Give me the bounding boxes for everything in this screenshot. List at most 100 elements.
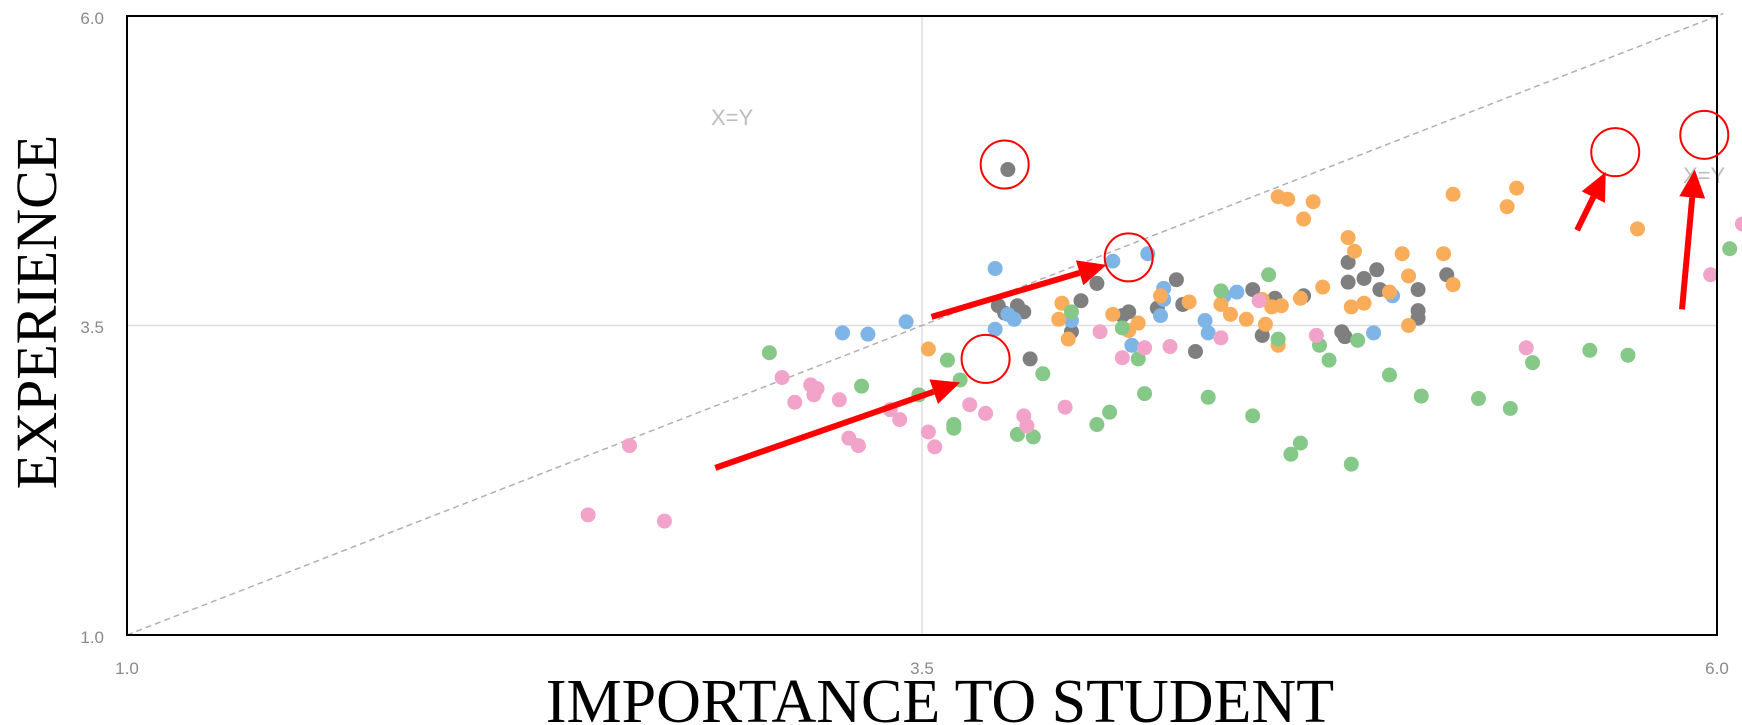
red-arrow — [714, 379, 961, 471]
data-point — [1213, 283, 1229, 299]
data-point — [1445, 277, 1461, 293]
data-point — [1525, 355, 1541, 371]
x-tick-label: 1.0 — [115, 659, 139, 678]
data-point — [1181, 294, 1197, 310]
data-point — [1105, 306, 1121, 322]
plot-area-border — [126, 15, 1718, 636]
data-point — [831, 392, 847, 408]
data-point — [1238, 311, 1254, 327]
data-point — [1401, 318, 1417, 333]
arrow-head — [1075, 260, 1107, 286]
data-point — [978, 405, 994, 421]
data-point — [1257, 316, 1273, 332]
data-point — [1153, 308, 1168, 324]
data-point — [1337, 329, 1353, 345]
data-point — [1722, 241, 1738, 257]
data-point — [1315, 279, 1331, 295]
data-point — [1340, 254, 1356, 270]
data-point — [1261, 267, 1277, 283]
data-point — [1346, 243, 1362, 259]
data-point — [1499, 199, 1515, 215]
red-highlight-circle — [1679, 109, 1730, 160]
data-point — [1350, 332, 1366, 348]
data-point — [1089, 275, 1105, 291]
data-point — [1366, 325, 1382, 341]
data-point — [1292, 435, 1308, 451]
data-point — [920, 424, 936, 440]
data-point — [854, 378, 870, 394]
data-point — [1197, 313, 1213, 329]
data-point — [1270, 189, 1286, 205]
x-equals-y-reference-line — [126, 12, 1724, 636]
data-point — [1092, 324, 1108, 340]
data-point — [1292, 290, 1308, 306]
data-point — [621, 438, 637, 454]
data-point — [1283, 446, 1299, 462]
data-point — [1022, 351, 1038, 367]
y-axis-ticks: 6.0 3.5 1.0 — [80, 9, 104, 647]
data-point — [1000, 162, 1016, 178]
data-point — [860, 326, 876, 342]
annotations — [714, 109, 1730, 471]
data-point — [1436, 246, 1452, 262]
data-point — [1060, 331, 1076, 347]
data-point — [656, 513, 672, 529]
arrow-head — [929, 379, 961, 404]
data-points — [580, 162, 1742, 529]
y-axis-title: EXPERIENCE — [4, 135, 69, 489]
data-point — [1035, 366, 1051, 382]
data-point — [835, 325, 850, 341]
data-point — [761, 345, 777, 361]
data-point — [1073, 293, 1089, 309]
arrow-head — [1581, 171, 1606, 203]
x-tick-label: 6.0 — [1705, 659, 1729, 678]
data-point — [1471, 391, 1486, 407]
red-highlight-circle — [960, 333, 1011, 384]
y-tick-label: 1.0 — [80, 628, 104, 647]
x-axis-ticks: 1.0 3.5 6.0 — [115, 659, 1729, 678]
y-tick-label: 6.0 — [80, 9, 104, 28]
data-point — [987, 261, 1003, 277]
y-tick-label: 3.5 — [80, 318, 104, 337]
red-highlight-circle — [1103, 232, 1154, 283]
data-point — [1582, 342, 1598, 358]
data-point — [1121, 304, 1137, 320]
data-point — [1502, 400, 1518, 416]
data-point — [1251, 293, 1267, 309]
data-point — [1009, 426, 1025, 442]
red-arrow — [1574, 171, 1606, 232]
data-point — [1445, 186, 1461, 202]
data-point — [1137, 340, 1153, 356]
data-point — [1137, 386, 1153, 402]
x-tick-label: 3.5 — [910, 659, 934, 678]
data-point — [1200, 325, 1216, 341]
arrow-shaft — [1574, 195, 1597, 232]
red-highlight-circle — [1590, 127, 1641, 178]
data-point — [939, 352, 955, 368]
arrow-shaft — [930, 269, 1081, 320]
x-axis-title: IMPORTANCE TO STUDENT — [546, 668, 1334, 725]
arrow-shaft — [714, 388, 935, 471]
data-point — [1340, 230, 1356, 246]
data-point — [1356, 270, 1372, 286]
data-point — [1025, 429, 1041, 445]
data-point — [1518, 340, 1534, 356]
data-point — [1114, 320, 1130, 336]
data-point — [892, 412, 908, 428]
data-point — [1305, 194, 1321, 210]
data-point — [1381, 367, 1397, 383]
data-point — [787, 394, 803, 410]
data-point — [1343, 456, 1359, 472]
data-point — [1356, 295, 1372, 311]
data-point — [1703, 267, 1719, 283]
data-point — [1270, 331, 1286, 347]
data-point — [946, 420, 962, 436]
data-point — [1321, 352, 1337, 368]
data-point — [927, 439, 943, 455]
data-point — [1381, 284, 1397, 300]
data-point — [1130, 351, 1146, 367]
data-point — [1245, 282, 1261, 298]
data-point — [1057, 399, 1073, 415]
data-point — [1105, 253, 1121, 269]
arrow-head — [1679, 169, 1706, 199]
